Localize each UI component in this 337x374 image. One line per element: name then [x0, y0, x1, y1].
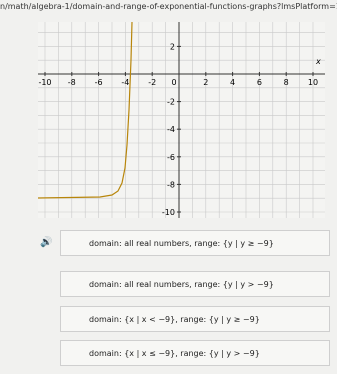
y-tick-label: -2 [167, 98, 175, 107]
y-tick-label: 2 [170, 42, 175, 51]
y-tick-label: -10 [162, 208, 175, 217]
x-tick-label: -6 [95, 78, 103, 87]
url-bar: n/math/algebra-1/domain-and-range-of-exp… [0, 2, 337, 11]
x-tick-label: 10 [308, 78, 318, 87]
graph-bg [38, 22, 325, 218]
y-tick-label: -8 [167, 180, 175, 189]
x-tick-label: -8 [68, 78, 76, 87]
y-tick-label: -4 [167, 125, 175, 134]
choice[interactable]: domain: {x | x ≤ −9}, range: {y | y > −9… [60, 340, 330, 366]
x-tick-label: 6 [257, 78, 262, 87]
y-tick-label: -6 [167, 153, 175, 162]
choice[interactable]: domain: {x | x < −9}, range: {y | y ≥ −9… [60, 306, 330, 332]
x-tick-label: 0 [171, 78, 176, 87]
audio-icon[interactable]: 🔊 [40, 237, 53, 248]
x-tick-label: -2 [148, 78, 156, 87]
x-axis-label: x [315, 57, 321, 66]
choice[interactable]: domain: all real numbers, range: {y | y … [60, 271, 330, 297]
x-tick-label: -4 [121, 78, 129, 87]
x-tick-label: -10 [38, 78, 51, 87]
choice[interactable]: domain: all real numbers, range: {y | y … [60, 230, 330, 256]
x-tick-label: 2 [203, 78, 208, 87]
function-curve [37, 21, 133, 199]
x-tick-label: 8 [284, 78, 289, 87]
x-tick-label: 4 [230, 78, 235, 87]
